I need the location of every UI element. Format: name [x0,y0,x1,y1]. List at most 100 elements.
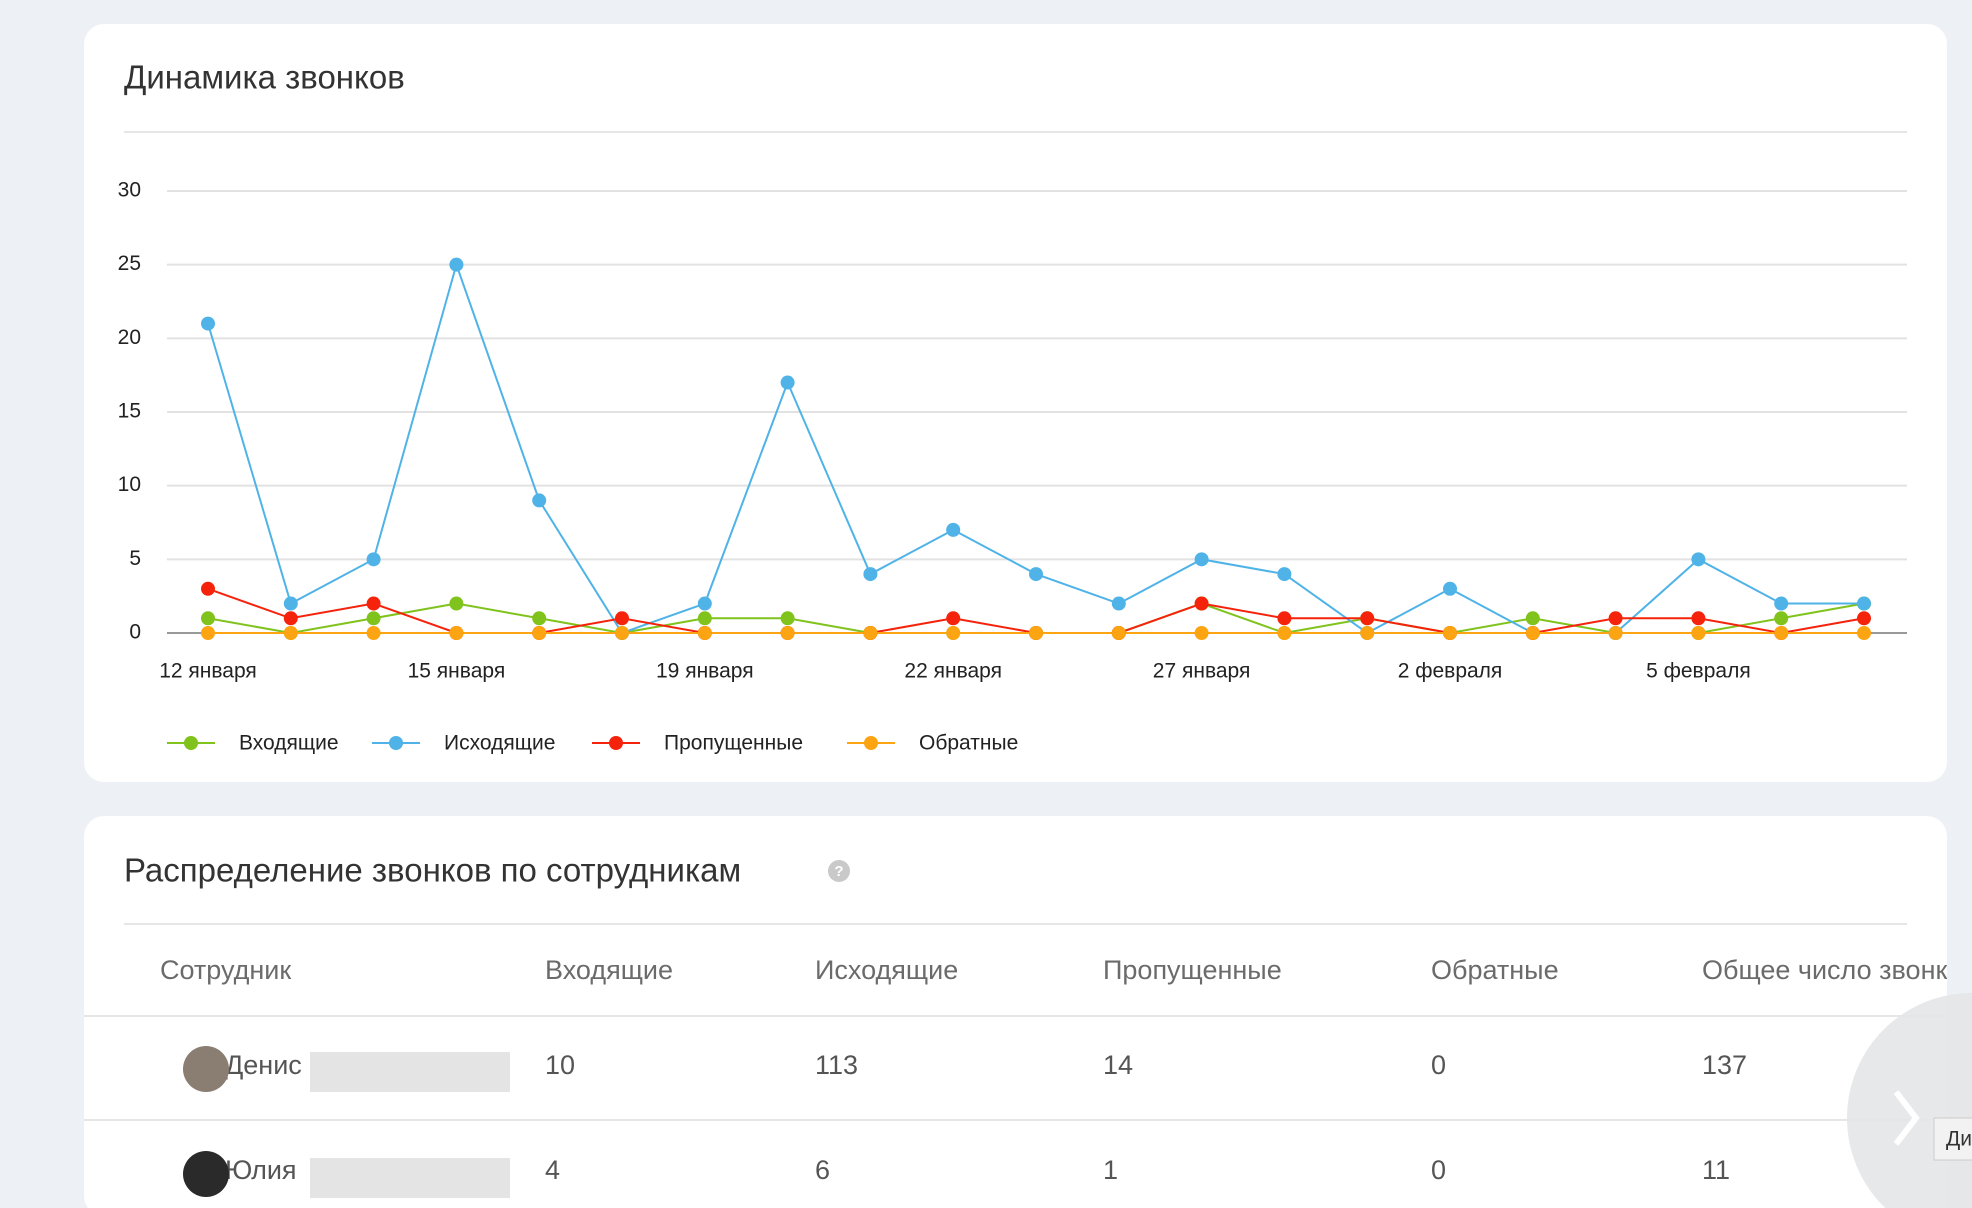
point [1774,596,1789,611]
point [201,611,215,626]
point [449,626,464,640]
cell: 11 [1702,1155,1730,1185]
column-header: Обратные [1431,955,1559,985]
point [366,626,381,640]
legend-label: Входящие [239,732,339,755]
point [780,626,795,640]
point [1608,611,1623,626]
tooltip-text: Ди [1946,1128,1972,1151]
x-tick-label: 5 февраля [1646,660,1751,683]
y-tick-label: 25 [118,252,141,275]
cell: 14 [1103,1050,1133,1080]
table-bg [84,816,1947,1208]
cell: 4 [545,1155,560,1185]
cell: 1 [1103,1155,1118,1185]
x-tick-label: 19 января [656,660,754,683]
legend-swatch-dot [609,736,623,750]
column-header: Исходящие [815,955,958,985]
point [615,611,629,626]
x-tick-label: 12 января [159,660,257,683]
point [697,596,712,611]
x-tick-label: 27 января [1153,660,1251,683]
y-tick-label: 10 [118,473,141,496]
x-tick-label: 22 января [904,660,1002,683]
next-arrow [1893,1090,1920,1146]
cell: 6 [815,1155,830,1185]
blurred-surname [310,1052,510,1092]
table-card: Распределение звонков по сотрудникам ? С… [84,816,1972,1208]
employee-name: Юлия [225,1155,297,1185]
cell: 10 [545,1050,575,1080]
avatar [183,1046,229,1092]
point [1194,596,1209,611]
x-tick-label: 15 января [408,660,506,683]
y-tick-label: 20 [118,326,141,349]
help-icon-glyph: ? [834,863,843,880]
point [1277,626,1292,640]
cell: 0 [1431,1155,1446,1185]
y-tick-label: 30 [118,179,141,202]
point [615,626,629,640]
point [1857,626,1871,640]
y-tick-label: 0 [129,621,141,644]
point [1194,552,1209,567]
help-icon[interactable] [828,860,850,882]
column-header: Сотрудник [160,955,291,985]
table: Сотрудник Входящие Исходящие Пропущенные Обр… [160,955,1972,1185]
legend-swatch-dot [864,736,878,750]
point [1029,567,1043,582]
point [1774,626,1789,640]
point [1443,626,1457,640]
employee-name: Денис [225,1050,302,1080]
point [1443,581,1457,596]
legend-label: Обратные [919,732,1018,755]
point [1525,626,1540,640]
point [780,611,795,626]
point [366,596,381,611]
point [1111,626,1126,640]
point [946,626,961,640]
point [863,567,878,582]
column-header: Пропущенные [1103,955,1282,985]
plot: 0 5 10 15 20 25 30 12 января 15 января 19 января 2… [118,179,1907,755]
avatar [183,1151,229,1197]
legend-label: Исходящие [444,732,555,755]
point [1608,626,1623,640]
point [1194,626,1209,640]
point [366,552,381,567]
legend-swatch-dot [389,736,403,750]
point [449,596,464,611]
point [1691,626,1706,640]
point [1691,552,1706,567]
point [283,596,298,611]
point [1857,596,1871,611]
point [863,626,878,640]
point [366,611,381,626]
point [780,375,795,390]
point [532,493,547,508]
blurred-surname [310,1158,510,1198]
point [1774,611,1789,626]
point [1111,596,1126,611]
point [1525,611,1540,626]
point [283,626,298,640]
point [283,611,298,626]
point [946,522,961,537]
point [1360,611,1375,626]
point [449,257,464,272]
chart-title: Динамика звонков [124,59,405,96]
cell: 137 [1702,1050,1747,1080]
column-header: Общее число звонков [1702,955,1972,985]
cell: 0 [1431,1050,1446,1080]
column-header: Входящие [545,955,673,985]
point [1277,611,1292,626]
point [1857,611,1871,626]
point [201,626,215,640]
point [201,581,215,596]
point [697,626,712,640]
y-tick-label: 5 [129,547,141,570]
point [946,611,961,626]
point [201,316,215,331]
